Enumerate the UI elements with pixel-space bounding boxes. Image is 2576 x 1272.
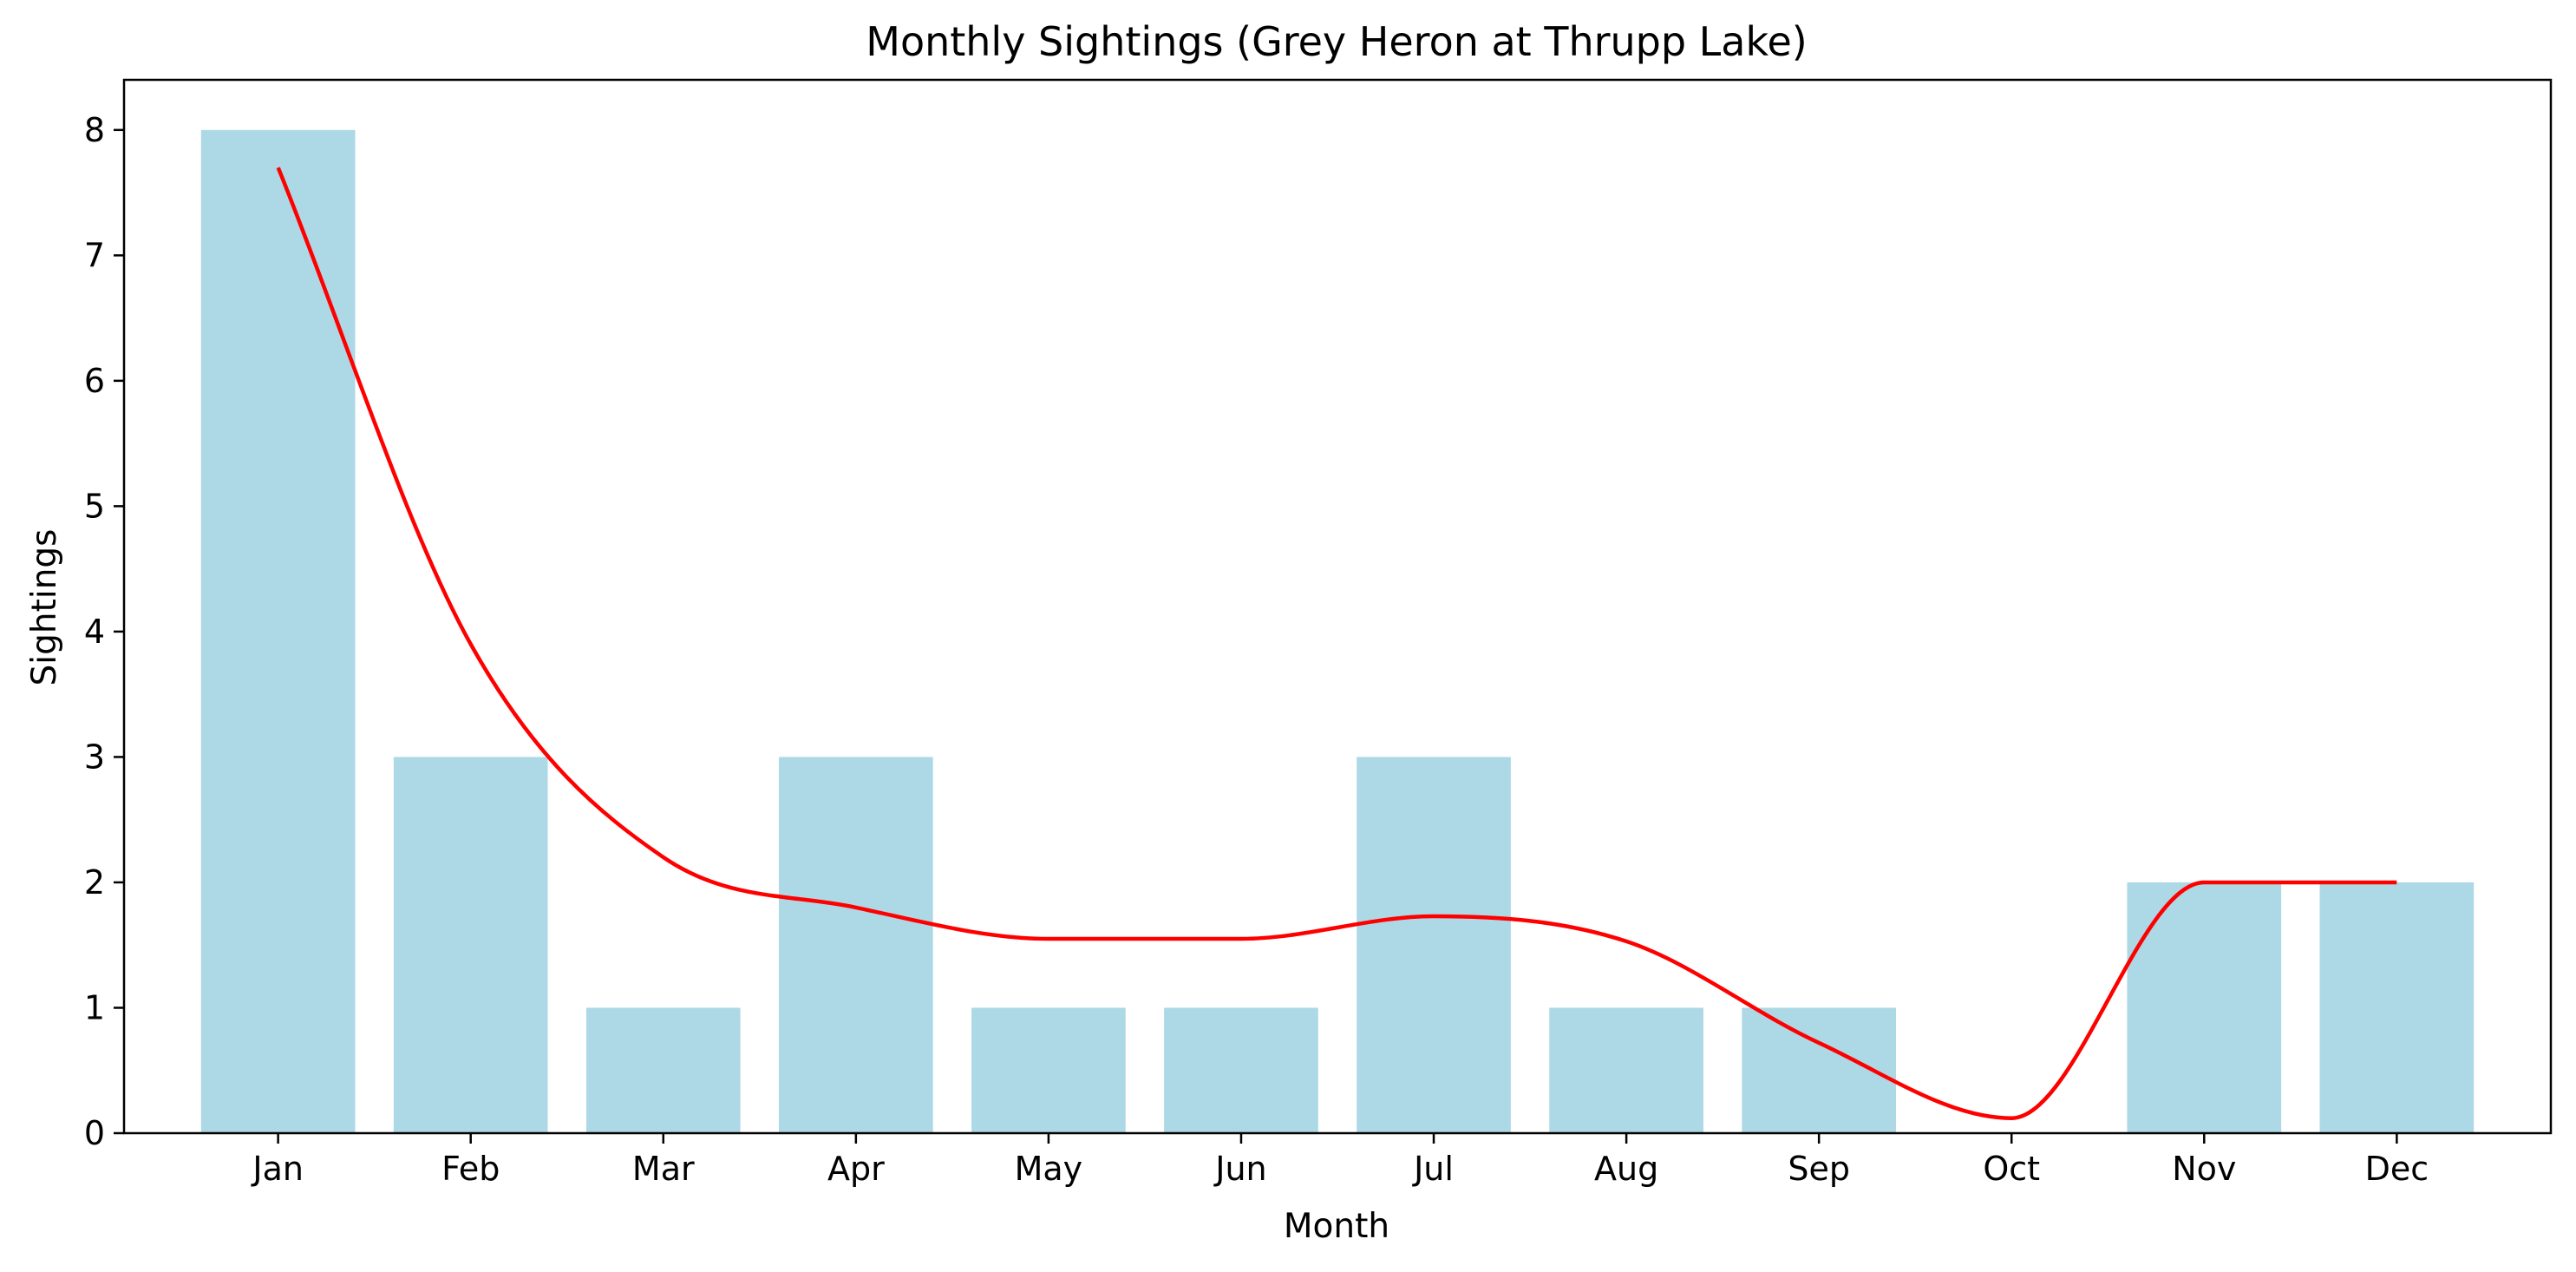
y-tick-label: 5	[84, 487, 105, 525]
y-tick-label: 7	[84, 236, 105, 274]
x-tick-label: May	[1015, 1150, 1083, 1188]
x-tick-label: Dec	[2365, 1150, 2429, 1188]
x-tick-label: Oct	[1983, 1150, 2040, 1188]
y-tick-label: 6	[84, 362, 105, 400]
x-tick-label: Jan	[251, 1150, 304, 1188]
bar-jun	[1164, 1007, 1318, 1133]
x-tick-label: Aug	[1594, 1150, 1658, 1188]
bar-dec	[2319, 882, 2475, 1133]
bar-jul	[1357, 757, 1511, 1133]
trend-line	[276, 167, 2397, 1120]
bar-may	[971, 1007, 1126, 1133]
x-tick-label: Mar	[632, 1150, 695, 1188]
x-tick-label: Feb	[441, 1150, 500, 1188]
x-axis-label: Month	[1284, 1207, 1389, 1246]
bar-feb	[393, 757, 548, 1133]
x-tick-label: Jun	[1213, 1150, 1266, 1188]
bar-nov	[2127, 882, 2282, 1133]
bar-apr	[779, 757, 933, 1133]
plot-frame	[122, 78, 2553, 1135]
trend-line-layer	[276, 167, 2397, 1120]
bar-jan	[200, 129, 356, 1133]
x-tick-label: Nov	[2172, 1150, 2236, 1188]
y-axis-label: Sightings	[25, 529, 64, 686]
y-tick-label: 4	[84, 613, 105, 651]
axes-layer: 0 1 2 3 4 5 6 7 8 Jan Feb Mar Apr May Jun Jul Aug Sep Oct N…	[84, 78, 2553, 1188]
x-tick-label: Apr	[827, 1150, 885, 1188]
x-tick-label: Jul	[1412, 1150, 1454, 1188]
y-tick-label: 3	[84, 738, 105, 776]
y-tick-label: 0	[84, 1114, 105, 1152]
bars-layer	[200, 129, 2475, 1133]
y-tick-label: 2	[84, 863, 105, 902]
bar-mar	[585, 1007, 741, 1133]
chart-title: Monthly Sightings (Grey Heron at Thrupp …	[866, 18, 1808, 65]
bar-aug	[1549, 1007, 1703, 1133]
y-tick-label: 8	[84, 111, 105, 149]
x-tick-label: Sep	[1788, 1150, 1850, 1188]
y-tick-label: 1	[84, 988, 105, 1026]
